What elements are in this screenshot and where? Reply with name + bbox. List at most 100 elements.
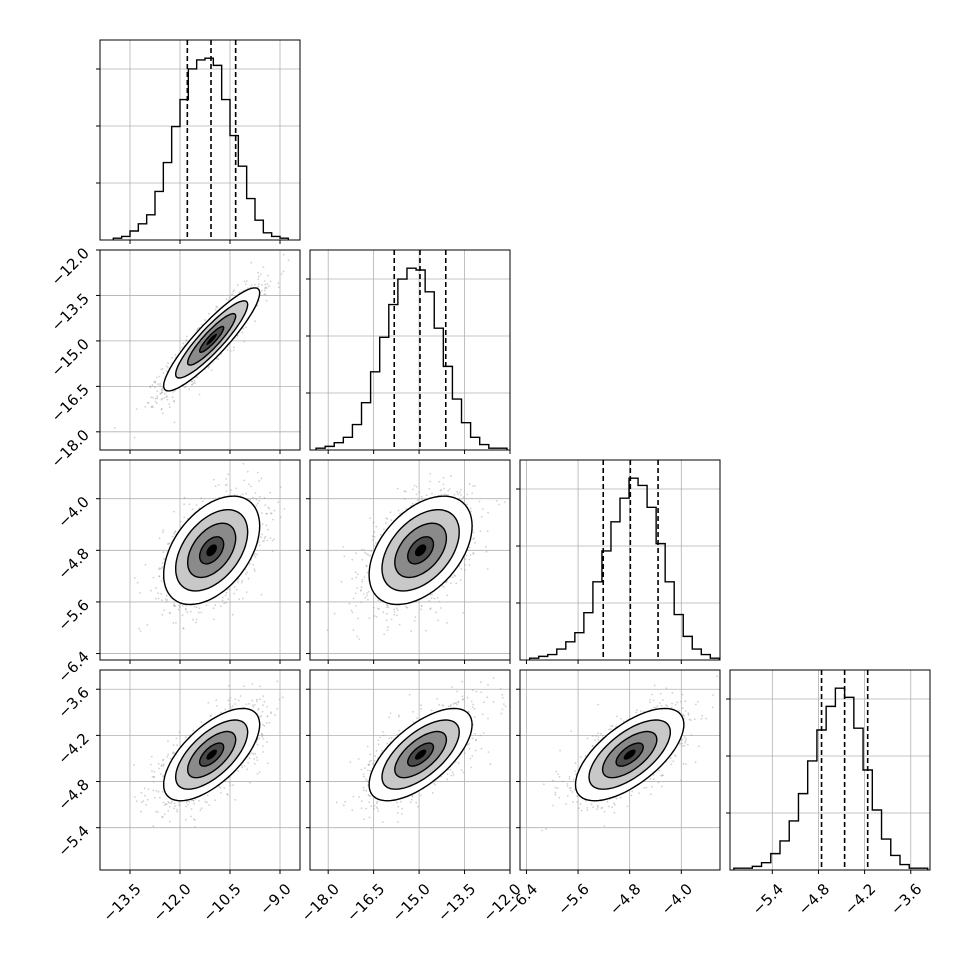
sample-point (262, 266, 265, 268)
sample-point (355, 552, 357, 554)
sample-point (251, 704, 254, 707)
sample-point (168, 542, 171, 544)
sample-point (166, 398, 169, 401)
sample-point (255, 504, 258, 507)
sample-point (343, 555, 346, 558)
sample-point (158, 375, 161, 378)
sample-point (173, 399, 175, 402)
sample-point (196, 327, 199, 330)
sample-point (472, 538, 474, 540)
sample-point (184, 386, 186, 389)
sample-point (447, 494, 449, 496)
sample-point (236, 284, 239, 287)
sample-point (456, 490, 458, 493)
sample-point (159, 383, 162, 385)
sample-point (264, 535, 267, 538)
sample-point (342, 546, 345, 548)
sample-point (171, 396, 174, 399)
sample-point (208, 365, 211, 368)
sample-point (453, 493, 456, 496)
sample-point (162, 551, 165, 554)
sample-point (365, 553, 368, 555)
sample-point (366, 592, 368, 594)
sample-point (375, 616, 378, 618)
sample-point (161, 816, 164, 819)
sample-point (191, 383, 193, 386)
sample-point (154, 380, 157, 383)
sample-point (225, 478, 228, 480)
sample-point (362, 593, 365, 595)
sample-point (191, 380, 194, 383)
sample-point (178, 604, 180, 607)
sample-point (179, 520, 182, 523)
y-tick-label: −5.6 (54, 596, 92, 634)
sample-point (185, 801, 188, 804)
sample-point (225, 591, 228, 594)
sample-point (480, 516, 483, 518)
sample-point (256, 773, 259, 775)
sample-point (413, 620, 416, 622)
histogram-panel-4: −5.4 −4.8 −4.2 −3.6 (726, 669, 931, 919)
sample-point (167, 362, 169, 365)
sample-point (173, 400, 176, 403)
y-tick-label: −16.5 (48, 380, 93, 425)
sample-point (431, 492, 433, 495)
sample-point (403, 498, 406, 500)
sample-point (460, 567, 463, 570)
sample-point (245, 591, 248, 593)
sample-point (190, 380, 193, 383)
sample-point (161, 391, 164, 394)
sample-point (340, 580, 343, 583)
sample-point (232, 784, 234, 786)
sample-point (165, 594, 168, 597)
sample-point (191, 508, 194, 510)
sample-point (462, 612, 464, 614)
sample-point (446, 622, 448, 624)
sample-point (440, 488, 443, 491)
sample-point (469, 507, 472, 510)
sample-point (466, 493, 469, 496)
sample-point (386, 518, 389, 520)
sample-point (472, 553, 475, 555)
sample-point (264, 293, 267, 296)
sample-point (256, 743, 259, 746)
sample-point (198, 607, 201, 610)
sample-point (258, 480, 261, 482)
sample-point (386, 629, 389, 632)
sample-point (156, 395, 159, 398)
sample-point (219, 605, 222, 607)
sample-point (396, 487, 399, 490)
sample-point (259, 716, 261, 718)
sample-point (356, 573, 359, 576)
sample-point (373, 535, 376, 538)
sample-point (486, 568, 489, 570)
sample-point (181, 605, 184, 607)
sample-point (159, 385, 161, 387)
sample-point (242, 327, 245, 330)
y-tick-label: −4.0 (54, 493, 92, 531)
sample-point (190, 815, 192, 818)
sample-point (417, 499, 419, 501)
sample-point (250, 261, 253, 264)
sample-point (364, 551, 366, 554)
sample-point (155, 376, 158, 379)
sample-point (185, 805, 188, 808)
sample-point (136, 581, 139, 584)
sample-point (360, 601, 362, 603)
sample-point (227, 598, 230, 601)
sample-point (197, 611, 200, 614)
sample-point (259, 273, 262, 276)
sample-point (214, 799, 217, 802)
sample-point (268, 507, 271, 510)
sample-point (264, 289, 266, 292)
sample-point (472, 485, 475, 487)
x-tick-label: −4.2 (841, 880, 879, 918)
contour-line (368, 495, 473, 606)
sample-point (162, 759, 164, 762)
sample-point (277, 286, 280, 289)
sample-point (273, 538, 275, 540)
sample-point (163, 558, 165, 560)
sample-point (174, 605, 177, 607)
sample-point (156, 811, 159, 814)
sample-point (367, 590, 370, 593)
